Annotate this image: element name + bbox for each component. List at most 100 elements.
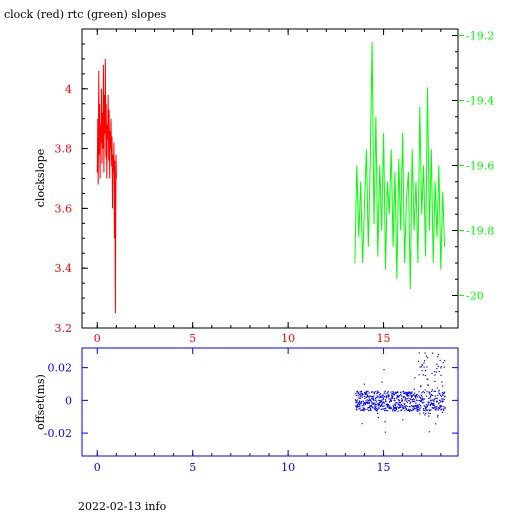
offset-point [422,409,425,411]
offset-point [401,400,403,402]
offset-point [380,404,382,406]
offset-point [381,399,383,401]
offset-point [407,400,409,402]
offset-point [359,393,361,395]
offset-point [373,395,375,397]
offset-point [423,412,425,414]
offset-point [415,395,417,397]
offset-point [369,409,371,411]
offset-point [361,396,363,398]
offset-point [371,402,373,404]
offset-point [426,406,428,408]
offset-point [406,392,408,394]
offset-point [367,390,369,392]
offset-point [405,408,408,411]
offset-point [419,413,421,415]
offset-point [375,397,377,399]
offset-point [398,395,400,397]
offset-point [394,404,397,407]
offset-point [441,392,443,394]
offset-point [402,395,404,398]
offset-point [423,405,425,407]
offset-point [355,400,357,402]
offset-point [440,367,442,369]
offset-point [417,404,419,406]
offset-point [441,411,443,413]
offset-point [359,395,361,397]
offset-point [405,405,407,407]
offset-point [423,366,425,368]
offset-point [417,409,420,411]
offset-point [383,401,385,403]
offset-point [435,406,437,408]
offset-point [378,402,381,404]
offset-point [422,374,424,376]
offset-point [357,392,359,394]
offset-point [384,408,386,410]
offset-point [359,407,361,409]
offset-point [394,404,396,406]
offset-point [370,405,372,407]
top-left-y-tick-label: 3.4 [55,262,73,275]
offset-point [378,405,380,407]
offset-point [415,397,417,399]
offset-point [366,408,368,410]
offset-point [357,395,359,397]
offset-point [384,393,386,395]
offset-point [415,399,418,401]
offset-point [442,400,444,402]
offset-point [424,414,426,416]
offset-point [365,402,367,404]
offset-point [408,395,410,397]
top-left-y-tick-label: 3.2 [55,322,73,335]
offset-point [392,392,394,394]
offset-point [421,369,423,372]
offset-point [354,399,357,401]
offset-point [380,395,382,398]
offset-point [387,396,389,398]
top-x-tick-label: 0 [94,332,101,345]
offset-point [443,409,445,411]
offset-point [441,381,443,383]
offset-point [419,366,421,368]
offset-point [440,395,442,397]
offset-point [423,392,425,394]
offset-point [435,397,437,399]
bottom-y-tick-label: -0.02 [44,427,72,440]
offset-point [418,352,420,354]
offset-point [417,399,419,402]
offset-point [433,400,435,402]
offset-point [442,394,444,396]
offset-point [383,408,385,410]
bottom-y-axis-label: offset(ms) [34,374,47,430]
offset-point [359,391,361,393]
offset-point [424,408,427,410]
offset-point [394,392,396,394]
offset-point [372,407,374,409]
offset-point [414,377,416,379]
offset-point [396,406,398,408]
offset-point [393,399,395,401]
offset-point [369,407,371,409]
offset-point [434,374,436,376]
offset-point [439,404,441,407]
offset-point [427,412,430,414]
offset-point [417,410,419,412]
offset-point [375,404,377,406]
offset-point [419,400,421,402]
offset-point [369,400,371,402]
top-x-tick-label: 10 [281,332,295,345]
offset-point [434,406,436,408]
offset-point [406,405,408,407]
offset-point [411,405,413,408]
offset-point [430,395,432,398]
offset-point [420,385,422,387]
offset-point [362,393,364,396]
offset-point [414,401,416,403]
offset-point [427,384,429,386]
offset-point [378,407,380,409]
offset-point [395,391,397,393]
offset-point [379,401,381,403]
offset-point [373,407,375,409]
offset-point [437,408,439,410]
